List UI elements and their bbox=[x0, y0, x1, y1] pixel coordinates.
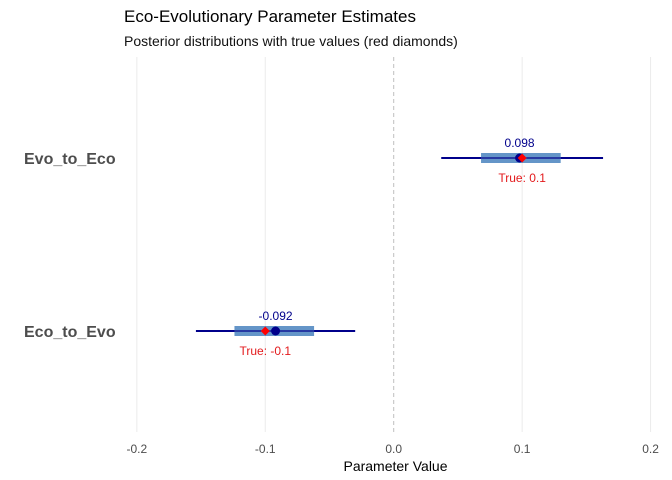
estimate-label: -0.092 bbox=[259, 309, 293, 323]
x-tick-label: -0.1 bbox=[255, 442, 276, 456]
true-value-diamond bbox=[517, 153, 527, 163]
estimate-label: 0.098 bbox=[505, 136, 535, 150]
true-value-label: True: 0.1 bbox=[498, 171, 546, 185]
category-label: Eco_to_Evo bbox=[24, 324, 116, 341]
category-label: Evo_to_Eco bbox=[24, 151, 116, 168]
estimate-point bbox=[271, 326, 281, 336]
chart-subtitle: Posterior distributions with true values… bbox=[124, 33, 458, 49]
x-axis-title: Parameter Value bbox=[343, 458, 447, 474]
true-value-label: True: -0.1 bbox=[239, 344, 291, 358]
x-tick-label: 0.1 bbox=[514, 442, 531, 456]
chart-title: Eco-Evolutionary Parameter Estimates bbox=[124, 7, 416, 26]
true-value-diamond bbox=[260, 326, 270, 336]
x-tick-label: 0.2 bbox=[642, 442, 659, 456]
x-tick-label: -0.2 bbox=[126, 442, 147, 456]
x-tick-label: 0.0 bbox=[385, 442, 402, 456]
